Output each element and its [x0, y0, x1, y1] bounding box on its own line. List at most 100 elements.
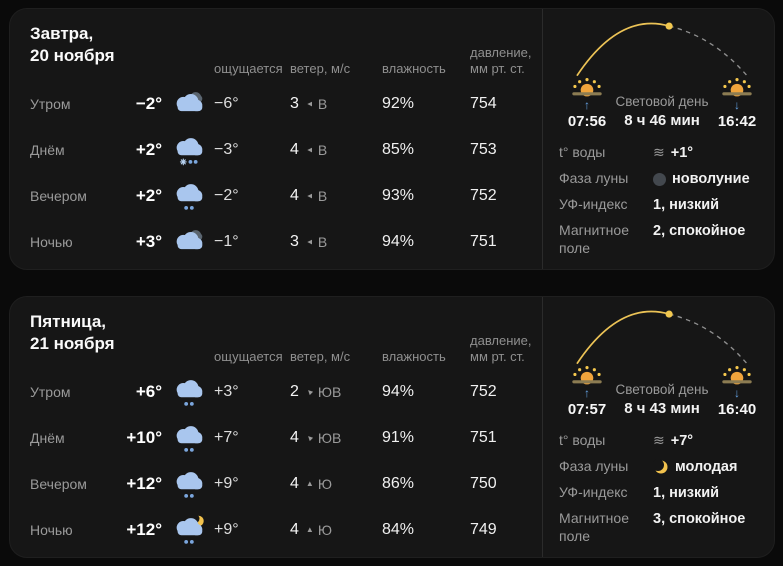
- row-label: Ночью: [30, 522, 73, 538]
- feels-like-temperature: −3°: [214, 141, 239, 158]
- sunrise-block: ↑ 07:57: [559, 365, 615, 418]
- water-temp-label: t° воды: [559, 432, 606, 448]
- wind-value: 4 ▲ В: [290, 187, 382, 205]
- wind-direction: ЮВ: [317, 430, 342, 446]
- wind-direction-arrow-icon: ▲: [305, 525, 314, 534]
- daylight-label: Световой день: [615, 94, 709, 109]
- row-label: Днём: [30, 142, 65, 158]
- water-temp-label: t° воды: [559, 144, 606, 160]
- moon-phase-row: Фаза луны новолуние: [559, 170, 765, 188]
- wind-direction: В: [317, 234, 328, 250]
- wind-value: 3 ▲ В: [290, 95, 382, 113]
- wind-direction: В: [317, 96, 328, 112]
- water-temperature-row: t° воды ≋ +7°: [559, 432, 765, 450]
- forecast-card-tomorrow[interactable]: Завтра, 20 ноября ощущается ветер, м/с в…: [9, 8, 775, 270]
- forecast-card-friday[interactable]: Пятница, 21 ноября ощущается ветер, м/с …: [9, 296, 775, 558]
- column-header-pressure: давление, мм рт. ст.: [470, 332, 532, 364]
- sunset-icon: [722, 366, 752, 385]
- column-header-wind: ветер, м/с: [290, 348, 351, 364]
- wind-value: 3 ▲ В: [290, 233, 382, 251]
- feels-like-temperature: +3°: [214, 383, 239, 400]
- sunset-time: 16:42: [717, 113, 757, 130]
- cloudy-icon: [176, 91, 203, 111]
- feels-like-temperature: −1°: [214, 233, 239, 250]
- cloudy-icon: [176, 229, 203, 249]
- magnetic-field-label: Магнитное поле: [559, 222, 629, 256]
- uv-index-label: УФ-индекс: [559, 484, 628, 501]
- wind-direction: В: [317, 142, 328, 158]
- feels-like-temperature: −2°: [214, 187, 239, 204]
- wind-direction-arrow-icon: ▲: [305, 479, 314, 488]
- wind-direction-arrow-icon: ▲: [303, 385, 316, 398]
- card-title: Пятница, 21 ноября: [30, 311, 214, 355]
- temperature: +2°: [135, 140, 162, 159]
- wind-speed: 2: [290, 383, 299, 400]
- column-header-wind: ветер, м/с: [290, 60, 351, 76]
- sunrise-arrow-icon: ↑: [584, 98, 590, 112]
- column-header-feels: ощущается: [214, 60, 283, 76]
- wind-speed: 4: [290, 429, 299, 446]
- daylight-duration: 8 ч 43 мин: [624, 400, 700, 417]
- row-label: Утром: [30, 96, 71, 112]
- column-header-humidity: влажность: [382, 60, 446, 76]
- wind-direction: Ю: [317, 522, 332, 538]
- humidity-value: 93%: [382, 187, 415, 204]
- uv-index-row: УФ-индекс 1, низкий: [559, 196, 765, 214]
- wind-value: 4 ▲ Ю: [290, 521, 382, 539]
- humidity-value: 86%: [382, 475, 415, 492]
- sun-position-dot: [665, 22, 673, 30]
- moon-phase-row: Фаза луны молодая: [559, 458, 765, 476]
- sunrise-icon: [572, 366, 602, 385]
- wind-direction-arrow-icon: ▲: [304, 238, 314, 246]
- new-moon-icon: [653, 172, 666, 186]
- row-label: Вечером: [30, 188, 87, 204]
- wind-direction: Ю: [317, 476, 332, 492]
- card-title: Завтра, 20 ноября: [30, 23, 214, 67]
- temperature: +2°: [135, 186, 162, 205]
- pressure-value: 752: [470, 187, 497, 204]
- water-temperature-row: t° воды ≋ +1°: [559, 144, 765, 162]
- temperature: +6°: [135, 382, 162, 401]
- wind-speed: 4: [290, 141, 299, 158]
- rain-icon: [176, 425, 203, 452]
- wind-speed: 3: [290, 233, 299, 250]
- humidity-value: 94%: [382, 383, 415, 400]
- row-label: Ночью: [30, 234, 73, 250]
- water-temp-value: +7°: [670, 433, 694, 449]
- temperature: −2°: [135, 94, 162, 113]
- moon-phase-value: молодая: [675, 459, 738, 476]
- wind-value: 2 ▲ ЮВ: [290, 383, 382, 401]
- column-header-feels: ощущается: [214, 348, 283, 364]
- feels-like-temperature: +9°: [214, 521, 239, 538]
- column-header-humidity: влажность: [382, 348, 446, 364]
- sunset-block: ↓ 16:40: [709, 365, 765, 418]
- pressure-value: 751: [470, 233, 497, 250]
- rain-icon: [176, 379, 203, 406]
- sunrise-time: 07:56: [567, 113, 607, 130]
- feels-like-temperature: +9°: [214, 475, 239, 492]
- daylight-block: Световой день 8 ч 43 мин: [615, 382, 709, 418]
- waves-icon: ≋: [653, 144, 665, 161]
- sleet-icon: [176, 137, 203, 165]
- sunset-time: 16:40: [717, 401, 757, 418]
- feels-like-temperature: +7°: [214, 429, 239, 446]
- magnetic-field-row: Магнитное поле 2, спокойное: [559, 222, 765, 257]
- sunset-arrow-icon: ↓: [734, 386, 740, 400]
- wind-direction-arrow-icon: ▲: [304, 192, 314, 200]
- wind-direction-arrow-icon: ▲: [303, 431, 316, 444]
- sunrise-arrow-icon: ↑: [584, 386, 590, 400]
- row-label: Днём: [30, 430, 65, 446]
- pressure-value: 749: [470, 521, 497, 538]
- pressure-value: 754: [470, 95, 497, 112]
- sun-and-details-panel: ↑ 07:56 Световой день 8 ч 46 мин ↓ 16:42: [542, 9, 774, 269]
- wind-speed: 4: [290, 475, 299, 492]
- moon-phase-label: Фаза луны: [559, 458, 629, 475]
- wind-value: 4 ▲ В: [290, 141, 382, 159]
- humidity-value: 85%: [382, 141, 415, 158]
- temperature: +12°: [126, 520, 162, 539]
- magnetic-field-value: 3, спокойное: [653, 511, 746, 528]
- rain-icon: [176, 471, 203, 498]
- temperature: +12°: [126, 474, 162, 493]
- moon-phase-label: Фаза луны: [559, 170, 629, 187]
